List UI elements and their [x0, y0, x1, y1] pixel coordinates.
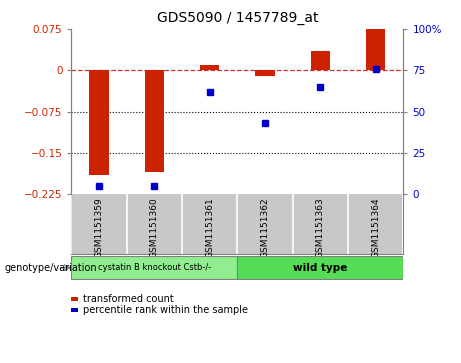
Text: GSM1151364: GSM1151364 — [371, 197, 380, 258]
Bar — [311, 51, 330, 70]
Text: GSM1151359: GSM1151359 — [95, 197, 104, 258]
Bar — [200, 65, 219, 70]
Bar — [145, 70, 164, 172]
Text: GSM1151363: GSM1151363 — [316, 197, 325, 258]
Text: percentile rank within the sample: percentile rank within the sample — [83, 305, 248, 315]
Text: GSM1151362: GSM1151362 — [260, 197, 270, 258]
Text: GSM1151360: GSM1151360 — [150, 197, 159, 258]
Text: transformed count: transformed count — [83, 294, 173, 304]
Bar — [255, 70, 275, 76]
Bar — [237, 256, 403, 279]
Text: genotype/variation: genotype/variation — [5, 263, 97, 273]
Bar — [366, 29, 385, 70]
Text: wild type: wild type — [293, 263, 348, 273]
Text: cystatin B knockout Cstb-/-: cystatin B knockout Cstb-/- — [98, 263, 211, 272]
Bar — [89, 70, 109, 175]
Text: GSM1151361: GSM1151361 — [205, 197, 214, 258]
Bar — [71, 256, 237, 279]
Title: GDS5090 / 1457789_at: GDS5090 / 1457789_at — [157, 11, 318, 25]
